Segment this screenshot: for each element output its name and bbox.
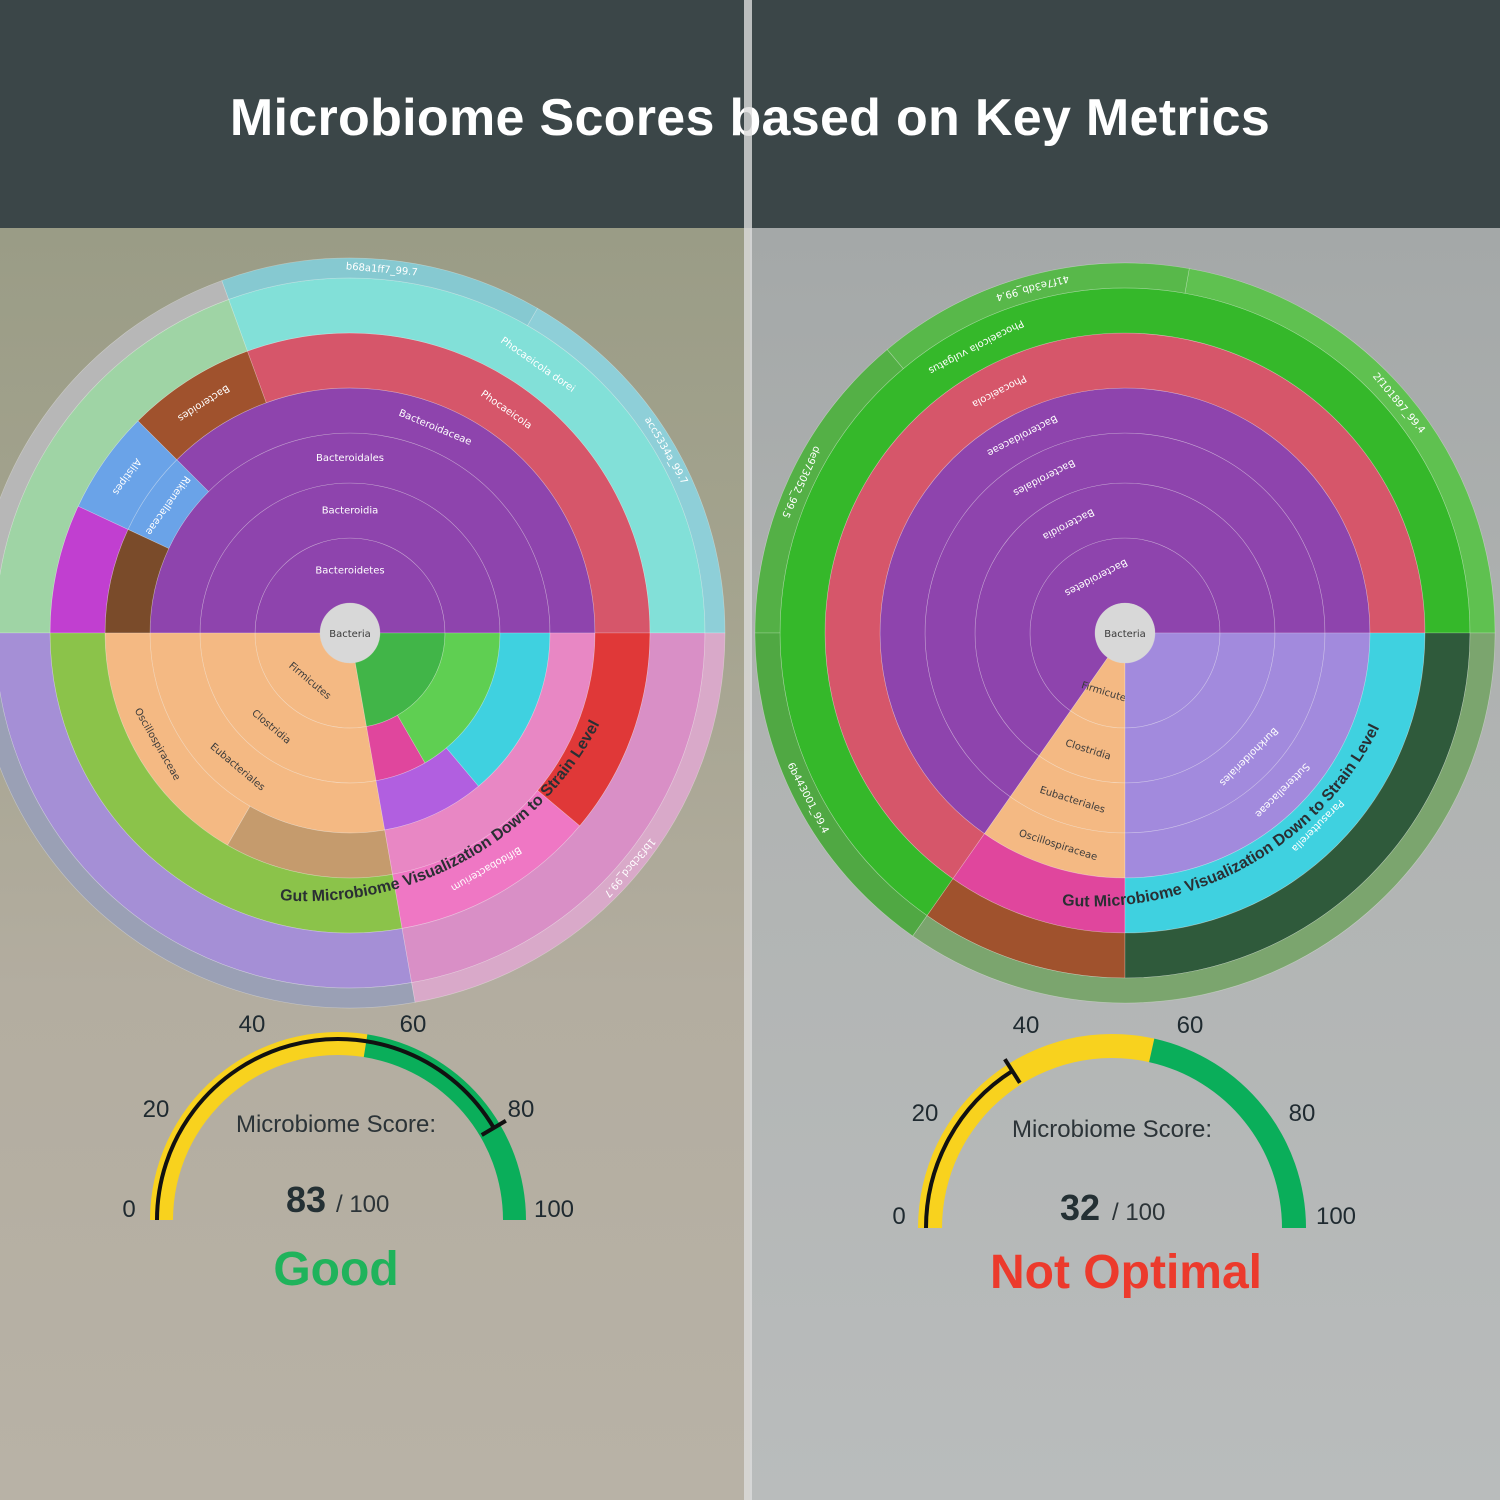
sunburst-segment <box>924 432 1326 798</box>
sunburst-segment <box>779 287 1471 917</box>
gauge-label-good: Microbiome Score: <box>236 1111 436 1138</box>
gauge-progress-arc <box>155 1037 496 1221</box>
gauge-progress-marker <box>1003 1058 1022 1084</box>
sunburst-segment <box>77 420 178 530</box>
sunburst-center-label: Bacteria <box>1104 629 1146 640</box>
sunburst-segment <box>974 482 1276 757</box>
sunburst-segment <box>137 350 267 461</box>
gauge-tick-label: 40 <box>1013 1012 1040 1039</box>
sunburst-segment <box>0 280 229 576</box>
panel-divider <box>744 0 752 1500</box>
gauge-max-not-optimal: / 100 <box>1112 1199 1165 1226</box>
sunburst-segment <box>176 387 596 634</box>
sunburst-segment <box>199 632 377 784</box>
sunburst-segment-label: Bacteroidia <box>322 506 379 517</box>
sunburst-segment <box>127 459 210 549</box>
gauge-tick-label: 0 <box>122 1196 135 1223</box>
gauge-range <box>1149 1038 1306 1228</box>
gauge-label-not-optimal: Microbiome Score: <box>1012 1116 1212 1143</box>
sunburst-segment <box>879 387 1371 835</box>
sunburst-segment-label: Bacteroidales <box>316 453 384 464</box>
gauge-progress-marker <box>480 1119 507 1137</box>
sunburst-segment <box>912 632 1496 1004</box>
sunburst-segment <box>754 632 928 937</box>
sunburst-center <box>320 603 380 663</box>
sunburst-segment <box>411 632 726 1003</box>
sunburst-segment <box>104 632 251 846</box>
gauge-range <box>150 1032 368 1220</box>
gauge-tick-label: 60 <box>400 1011 427 1038</box>
sunburst-segment <box>375 747 479 831</box>
gauge-value-good: 83 <box>286 1179 326 1220</box>
sunburst-segment <box>49 632 403 934</box>
sunburst-center-label: Bacteria <box>329 629 371 640</box>
sunburst-segment-label: Bacteroidetes <box>315 566 384 577</box>
gauge-tick-label: 80 <box>1289 1100 1316 1127</box>
gauge-tick-label: 60 <box>1177 1012 1204 1039</box>
gauge-tick-label: 40 <box>239 1011 266 1038</box>
gauge-tick-label: 80 <box>508 1096 535 1123</box>
gauge-progress-arc <box>924 1069 1014 1229</box>
sunburst-segment <box>149 432 551 634</box>
sunburst-segment <box>1124 632 1276 784</box>
gauge-tick-label: 0 <box>892 1203 905 1230</box>
sunburst-chart-not-optimal: BacteroidetesFirmicutesBacteroidiaClostr… <box>754 262 1496 1004</box>
sunburst-chart-good: BacteroidetesFirmicutesBacteroidiaClostr… <box>0 257 726 1009</box>
gauge-max-good: / 100 <box>336 1191 389 1218</box>
gauge-tick-label: 100 <box>534 1196 574 1223</box>
gauge-good: 0 20 40 60 80 100 <box>122 1011 574 1223</box>
gauge-not-optimal: 0 20 40 60 80 100 <box>892 1012 1356 1230</box>
gauge-tick-label: 100 <box>1316 1203 1356 1230</box>
gauge-status-good: Good <box>273 1243 398 1296</box>
gauge-range <box>918 1034 1155 1228</box>
gauge-status-not-optimal: Not Optimal <box>990 1246 1262 1299</box>
sunburst-segment <box>1184 268 1496 634</box>
sunburst-segment <box>537 632 651 827</box>
gauge-tick-label: 20 <box>143 1096 170 1123</box>
sunburst-center <box>1095 603 1155 663</box>
gauge-tick-label: 20 <box>912 1100 939 1127</box>
gauge-value-not-optimal: 32 <box>1060 1187 1100 1228</box>
